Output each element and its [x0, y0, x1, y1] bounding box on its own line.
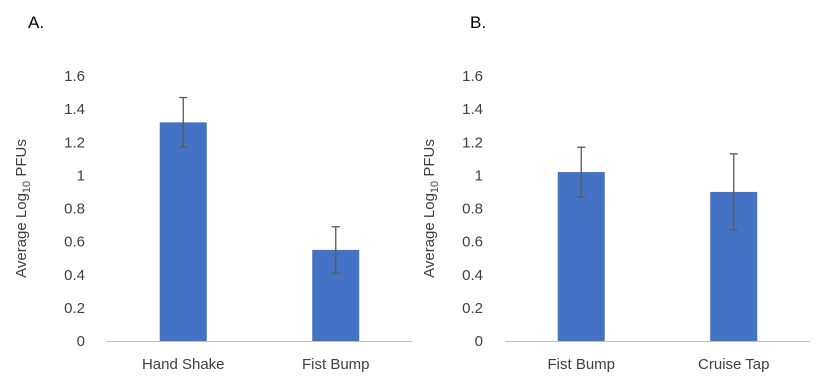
panel-b-error-bar [577, 146, 586, 198]
panel-a-ytick-label: 0 [77, 333, 85, 350]
panel-b-ytick-label: 0.2 [462, 300, 483, 317]
panel-b-category-label: Cruise Tap [698, 356, 769, 373]
panel-b-error-bar [729, 153, 738, 231]
panel-a-category-label: Hand Shake [142, 356, 225, 373]
panel-b-label: B. [470, 13, 486, 32]
panel-a-ytick-label: 1.2 [64, 134, 85, 151]
panel-b-ytick-label: 0.4 [462, 267, 483, 284]
panel-a-ytick-label: 1 [77, 167, 85, 184]
panel-b-ytick-label: 1.2 [462, 134, 483, 151]
panel-b-category-label: Fist Bump [547, 356, 615, 373]
panel-a-bar-hand-shake [159, 122, 207, 341]
panel-b-ytick-label: 0.8 [462, 201, 483, 218]
chart-panel-a: A. 0 0.2 0.4 0.6 0.8 1 1.2 1.4 1.6 Hand Shake Fist … [13, 13, 412, 373]
panel-b-ytick-label: 1 [475, 167, 483, 184]
panel-b-ytick-label: 1.4 [462, 101, 483, 118]
panel-a-error-bar [179, 96, 188, 148]
panel-b-ytick-label: 1.6 [462, 68, 483, 85]
panel-a-ytick-label: 1.4 [64, 101, 85, 118]
panel-a-ytick-label: 1.6 [64, 68, 85, 85]
panel-a-category-label: Fist Bump [302, 356, 370, 373]
chart-panel-b: B. 0 0.2 0.4 0.6 0.8 1 1.2 1.4 1.6 Fist Bump Cruise… [421, 13, 810, 373]
panel-b-y-axis-title: Average Log10 PFUs [421, 139, 441, 278]
panel-a-error-bar [331, 226, 340, 274]
panel-a-ytick-label: 0.2 [64, 300, 85, 317]
panel-a-ytick-label: 0.8 [64, 201, 85, 218]
panel-b-ytick-label: 0 [475, 333, 483, 350]
panel-b-bar-fist-bump [557, 172, 605, 341]
panel-a-ytick-label: 0.6 [64, 234, 85, 251]
panel-a-y-axis-title: Average Log10 PFUs [13, 139, 33, 278]
panel-a-ytick-label: 0.4 [64, 267, 85, 284]
panel-a-label: A. [28, 13, 44, 32]
panel-b-ytick-label: 0.6 [462, 234, 483, 251]
